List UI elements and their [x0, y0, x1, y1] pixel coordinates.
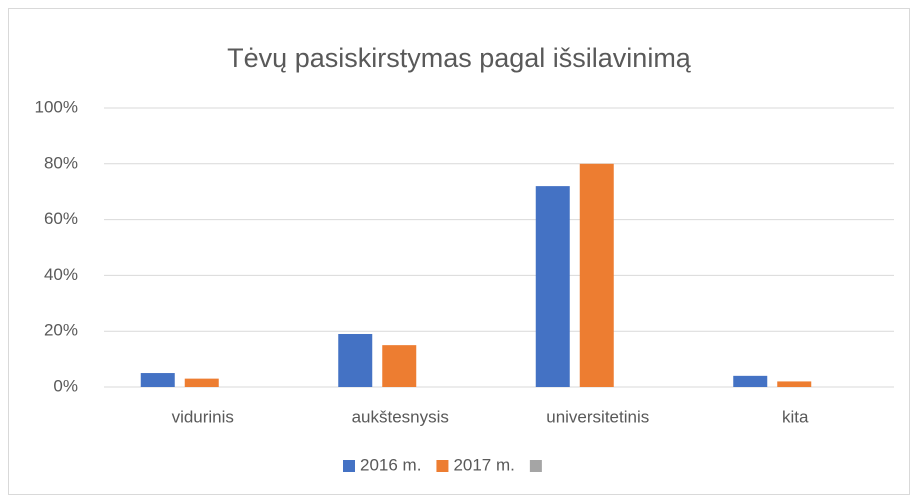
- y-tick-label: 0%: [53, 376, 78, 395]
- y-tick-label: 60%: [44, 209, 78, 228]
- x-tick-label: universitetinis: [546, 407, 649, 426]
- y-tick-label: 20%: [44, 321, 78, 340]
- legend-swatch: [343, 460, 355, 472]
- bar: [140, 373, 175, 387]
- bar: [733, 375, 768, 387]
- bar: [777, 381, 812, 387]
- x-tick-label: kita: [782, 407, 809, 426]
- x-tick-label: aukštesnysis: [352, 407, 449, 426]
- bar: [184, 378, 219, 387]
- chart-border: [8, 8, 910, 495]
- legend-swatch: [529, 460, 542, 472]
- chart-title: Tėvų pasiskirstymas pagal išsilavinimą: [227, 43, 692, 73]
- bar: [535, 186, 570, 387]
- bar: [338, 333, 373, 387]
- legend-label: 2017 m.: [453, 455, 514, 474]
- bar: [579, 163, 614, 387]
- y-tick-label: 80%: [44, 153, 78, 172]
- legend-swatch: [436, 460, 449, 472]
- bar: [382, 345, 417, 387]
- y-tick-label: 100%: [35, 97, 78, 116]
- y-tick-label: 40%: [44, 265, 78, 284]
- x-tick-label: vidurinis: [172, 407, 234, 426]
- legend-label: 2016 m.: [360, 455, 421, 474]
